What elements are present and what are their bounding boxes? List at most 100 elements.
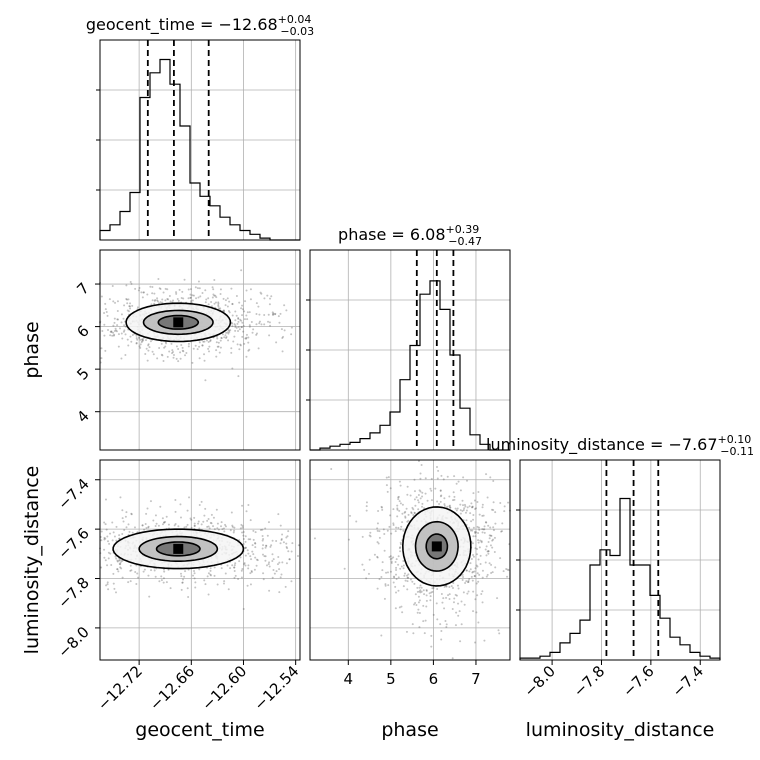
sample-point bbox=[229, 567, 232, 570]
sample-point bbox=[197, 520, 200, 523]
sample-point bbox=[216, 527, 219, 530]
sample-point bbox=[440, 494, 443, 497]
sample-point bbox=[485, 473, 488, 476]
sample-point bbox=[272, 558, 275, 561]
sample-point bbox=[117, 345, 120, 348]
sample-point bbox=[241, 567, 244, 570]
sample-point bbox=[493, 551, 496, 554]
sample-point bbox=[471, 571, 474, 574]
sample-point bbox=[241, 504, 244, 507]
title-main: phase = 6.08 bbox=[338, 225, 445, 244]
sample-point bbox=[455, 482, 458, 485]
sample-point bbox=[135, 342, 138, 345]
sample-point bbox=[183, 526, 186, 529]
sample-point bbox=[420, 586, 423, 589]
sample-point bbox=[406, 580, 409, 583]
sample-point bbox=[141, 524, 144, 527]
sample-point bbox=[168, 295, 171, 298]
sample-point bbox=[229, 529, 232, 532]
sample-point bbox=[240, 576, 243, 579]
sample-point bbox=[237, 375, 240, 378]
y-axis-label-phase: phase bbox=[21, 321, 43, 378]
title-upper-error: +0.10 bbox=[718, 433, 752, 446]
sample-point bbox=[244, 546, 247, 549]
sample-point bbox=[452, 491, 455, 494]
sample-point bbox=[243, 563, 246, 566]
sample-point bbox=[471, 505, 474, 508]
sample-point bbox=[464, 511, 467, 514]
sample-point bbox=[113, 535, 116, 538]
sample-point bbox=[201, 291, 204, 294]
sample-point bbox=[243, 318, 246, 321]
sample-point bbox=[241, 304, 244, 307]
sample-point bbox=[401, 521, 404, 524]
sample-point bbox=[470, 558, 473, 561]
sample-point bbox=[159, 301, 162, 304]
sample-point bbox=[184, 570, 187, 573]
sample-point bbox=[216, 335, 219, 338]
sample-point bbox=[268, 561, 271, 564]
sample-point bbox=[468, 505, 471, 508]
sample-point bbox=[151, 299, 154, 302]
sample-point bbox=[120, 313, 123, 316]
sample-point bbox=[112, 324, 115, 327]
sample-point bbox=[136, 572, 139, 575]
sample-point bbox=[183, 278, 186, 281]
sample-point bbox=[457, 614, 460, 617]
sample-point bbox=[198, 345, 201, 348]
sample-point bbox=[144, 339, 147, 342]
sample-point bbox=[106, 581, 109, 584]
sample-point bbox=[412, 632, 415, 635]
sample-point bbox=[198, 287, 201, 290]
sample-point bbox=[436, 587, 439, 590]
hist-panel-luminosity_distance: luminosity_distance = −7.67+0.10 −0.11 bbox=[486, 433, 754, 661]
sample-point bbox=[279, 312, 282, 315]
sample-point bbox=[392, 581, 395, 584]
sample-point bbox=[448, 504, 451, 507]
sample-point bbox=[247, 552, 250, 555]
sample-point bbox=[179, 516, 182, 519]
sample-point bbox=[241, 314, 244, 317]
sample-point bbox=[399, 541, 402, 544]
sample-point bbox=[193, 522, 196, 525]
sample-point bbox=[127, 298, 130, 301]
sample-point bbox=[413, 498, 416, 501]
sample-point bbox=[113, 321, 116, 324]
sample-point bbox=[133, 526, 136, 529]
sample-point bbox=[223, 336, 226, 339]
sample-point bbox=[387, 476, 390, 479]
sample-point bbox=[150, 569, 153, 572]
sample-point bbox=[124, 333, 127, 336]
sample-point bbox=[250, 571, 253, 574]
sample-point bbox=[468, 577, 471, 580]
sample-point bbox=[213, 528, 216, 531]
panel-phase-vs-luminosity_distance bbox=[309, 459, 511, 661]
sample-point bbox=[380, 634, 383, 637]
sample-point bbox=[503, 510, 506, 513]
panel-geocent_time-vs-luminosity_distance bbox=[99, 459, 301, 661]
sample-point bbox=[237, 317, 240, 320]
sample-point bbox=[142, 570, 145, 573]
sample-point bbox=[181, 581, 184, 584]
sample-point bbox=[409, 578, 412, 581]
sample-point bbox=[198, 568, 201, 571]
sample-point bbox=[487, 550, 490, 553]
sample-point bbox=[387, 584, 390, 587]
sample-point bbox=[100, 357, 103, 360]
sample-point bbox=[245, 336, 248, 339]
sample-point bbox=[242, 534, 245, 537]
sample-point bbox=[154, 575, 157, 578]
sample-point bbox=[414, 593, 417, 596]
sample-point bbox=[262, 544, 265, 547]
sample-point bbox=[455, 611, 458, 614]
sample-point bbox=[174, 523, 177, 526]
sample-point bbox=[462, 576, 465, 579]
sample-point bbox=[432, 586, 435, 589]
sample-point bbox=[208, 527, 211, 530]
sample-point bbox=[142, 291, 145, 294]
sample-point bbox=[396, 504, 399, 507]
sample-point bbox=[269, 545, 272, 548]
sample-point bbox=[113, 330, 116, 333]
sample-point bbox=[430, 645, 433, 648]
sample-point bbox=[138, 286, 141, 289]
